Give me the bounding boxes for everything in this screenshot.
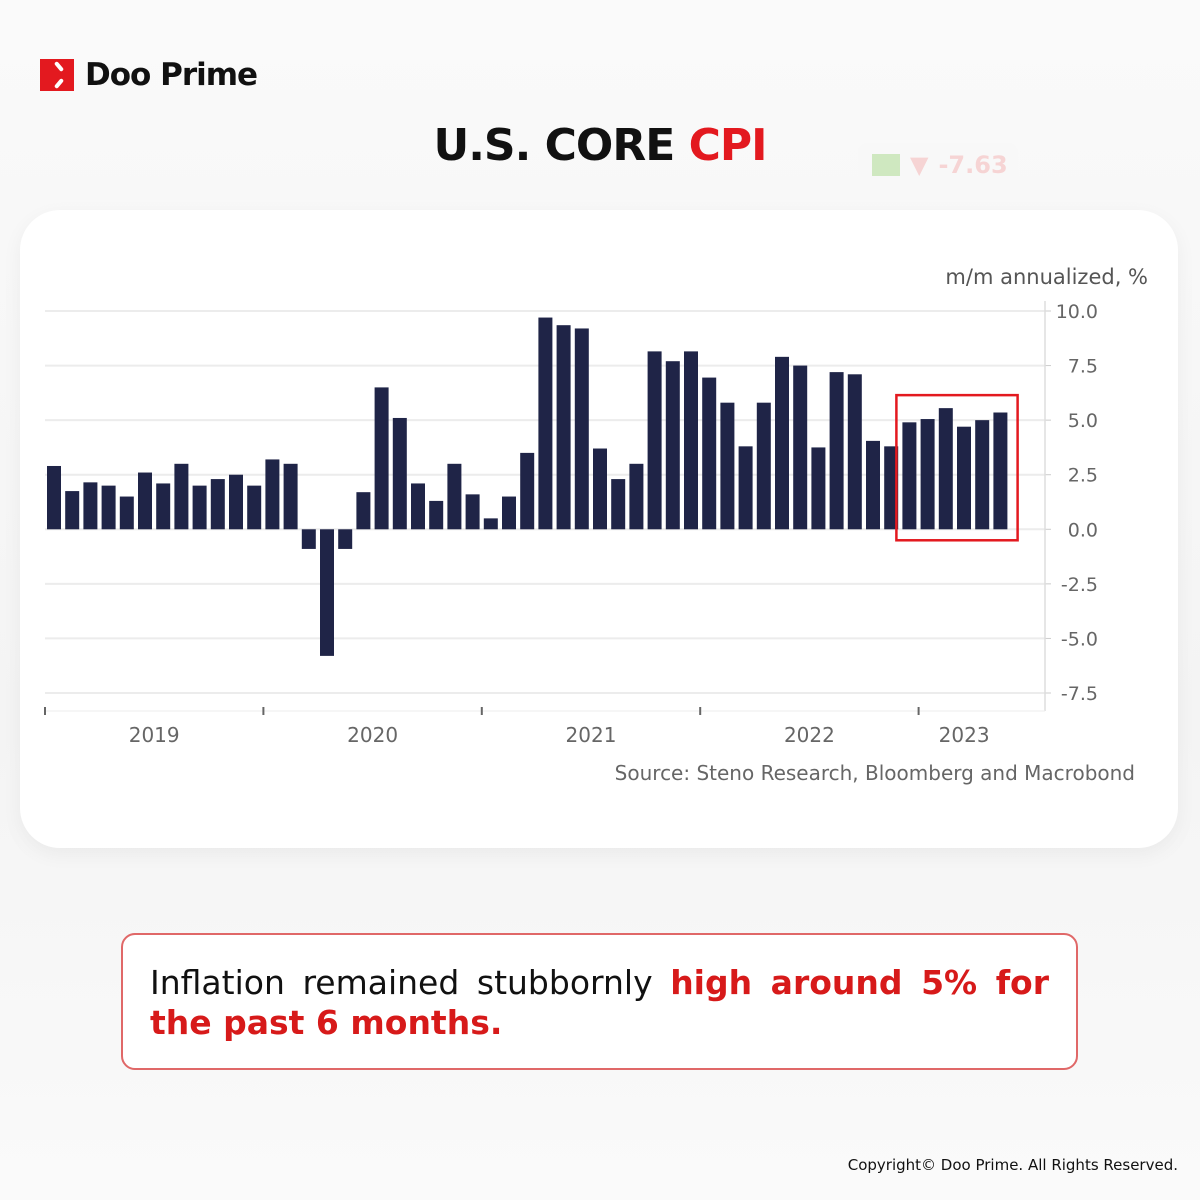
bar	[756, 402, 771, 530]
y-axis-label: m/m annualized, %	[945, 265, 1148, 289]
bar	[702, 377, 717, 530]
bar	[429, 500, 444, 530]
bar	[119, 496, 134, 530]
title-part1: U.S. CORE	[433, 120, 689, 171]
y-tick-label: 10.0	[1056, 301, 1098, 323]
bar	[447, 463, 462, 530]
bar	[665, 361, 680, 530]
doo-prime-logo-icon	[40, 59, 74, 91]
bar	[283, 463, 298, 530]
y-tick-label: -7.5	[1061, 683, 1098, 705]
bar	[938, 408, 953, 530]
bar	[156, 483, 171, 530]
bar	[574, 328, 589, 530]
bar	[192, 485, 207, 530]
ticker-down-arrow-icon: ▼	[910, 151, 929, 179]
bar	[411, 483, 425, 530]
caption-box: Inflation remained stubbornly high aroun…	[121, 933, 1078, 1070]
bar	[138, 472, 152, 530]
bar	[884, 446, 899, 530]
brand-name: Doo Prime	[85, 57, 258, 93]
y-tick-label: -2.5	[1061, 574, 1098, 596]
x-tick-label: 2019	[129, 723, 180, 747]
bar	[483, 518, 498, 530]
bar	[975, 420, 990, 530]
bar	[538, 317, 553, 530]
bar	[465, 494, 480, 530]
brand-logo: Doo Prime	[40, 57, 258, 93]
bar	[210, 479, 225, 530]
caption-text: Inflation remained stubbornly	[150, 963, 671, 1002]
x-tick-label: 2020	[347, 723, 398, 747]
bar	[101, 485, 116, 530]
bar	[829, 372, 844, 530]
y-tick-label: -5.0	[1061, 628, 1098, 650]
caption-highlight: high around 5% for the past 6 months.	[150, 963, 1049, 1042]
bar	[229, 474, 243, 530]
bar	[793, 365, 808, 530]
ticker-value: -7.63	[938, 151, 1008, 179]
bar	[174, 463, 189, 530]
highlight-box	[895, 393, 1019, 542]
x-tick-label: 2022	[784, 723, 835, 747]
bar	[47, 465, 61, 530]
y-tick-label: 2.5	[1068, 465, 1098, 487]
bar	[902, 422, 917, 530]
bar	[775, 356, 789, 530]
bar	[957, 426, 971, 530]
bar	[338, 529, 353, 549]
bar	[502, 496, 516, 530]
bar	[392, 417, 407, 530]
bar	[83, 482, 98, 530]
copyright: Copyright© Doo Prime. All Rights Reserve…	[847, 1156, 1178, 1174]
nvidia-logo-icon	[872, 154, 900, 176]
bar	[738, 446, 753, 530]
bar	[920, 419, 935, 530]
bar	[720, 402, 735, 530]
bar	[374, 387, 389, 530]
bar	[320, 529, 334, 656]
x-tick-label: 2021	[566, 723, 617, 747]
bar	[247, 485, 262, 530]
bar	[847, 374, 862, 530]
bar	[629, 463, 644, 530]
bar	[811, 447, 826, 530]
y-tick-label: 7.5	[1068, 356, 1098, 378]
bar	[65, 491, 80, 530]
y-tick-label: 0.0	[1068, 519, 1098, 541]
bar	[993, 412, 1008, 530]
bar	[356, 492, 371, 530]
x-tick-label: 2023	[939, 723, 990, 747]
bar	[301, 529, 316, 549]
y-tick-label: 5.0	[1068, 410, 1098, 432]
bar	[556, 325, 571, 530]
title-highlight: CPI	[688, 120, 768, 171]
page-title: U.S. CORE CPI	[0, 120, 1200, 171]
bar	[520, 452, 535, 530]
bar	[647, 351, 662, 530]
chart-source: Source: Steno Research, Bloomberg and Ma…	[615, 761, 1135, 785]
bar	[684, 351, 698, 530]
bar	[265, 459, 280, 530]
bar	[593, 448, 607, 530]
background-ticker: ▼ -7.63	[858, 143, 1018, 187]
bar	[866, 440, 880, 530]
bar	[611, 479, 626, 530]
